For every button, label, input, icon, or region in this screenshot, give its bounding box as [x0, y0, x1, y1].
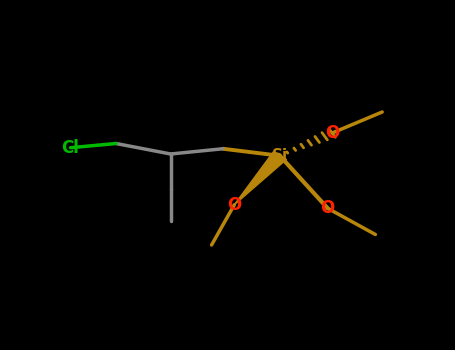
- Text: Si: Si: [272, 148, 288, 163]
- Text: O: O: [325, 124, 339, 142]
- Polygon shape: [234, 152, 287, 205]
- Text: Cl: Cl: [61, 139, 80, 157]
- Text: O: O: [320, 199, 335, 217]
- Text: O: O: [227, 196, 242, 214]
